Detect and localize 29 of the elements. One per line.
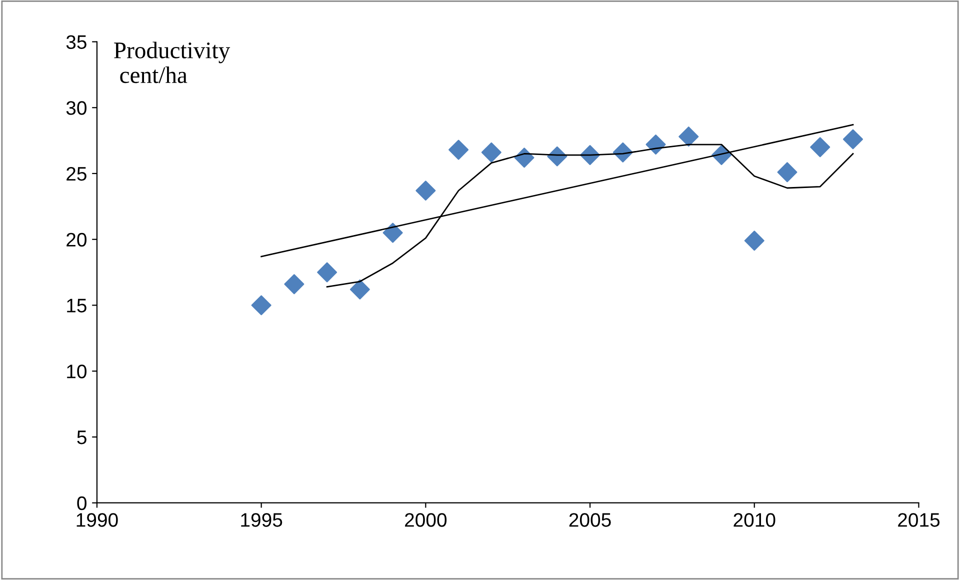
y-tick-label: 15 bbox=[67, 298, 86, 312]
x-tick-label: 2015 bbox=[898, 513, 940, 527]
y-tick-label: 30 bbox=[66, 101, 86, 115]
point bbox=[350, 279, 370, 300]
point bbox=[448, 140, 469, 160]
point bbox=[810, 137, 830, 158]
y-tick-label: 5 bbox=[77, 430, 86, 444]
point bbox=[251, 295, 272, 316]
y-tick-label: 25 bbox=[66, 166, 86, 181]
point bbox=[777, 162, 798, 182]
y-tick-label: 0 bbox=[77, 496, 86, 510]
x-tick-label: 2000 bbox=[405, 513, 447, 527]
x-tick-label: 2005 bbox=[569, 513, 611, 527]
point bbox=[678, 126, 699, 147]
point bbox=[481, 142, 502, 162]
point bbox=[646, 134, 666, 155]
point bbox=[842, 129, 863, 150]
y-axis-title: Productivity cent/ha bbox=[114, 42, 230, 84]
x-tick-label: 1990 bbox=[76, 513, 118, 527]
y-tick-label: 10 bbox=[67, 364, 86, 378]
point bbox=[317, 262, 338, 282]
point bbox=[744, 230, 764, 251]
y-tick-label: 35 bbox=[66, 35, 86, 49]
x-tick-label: 1995 bbox=[241, 513, 282, 527]
point bbox=[284, 274, 304, 294]
point bbox=[416, 180, 436, 201]
x-tick-label: 2010 bbox=[734, 513, 776, 527]
y-tick-label: 20 bbox=[66, 232, 86, 247]
point bbox=[382, 222, 403, 243]
